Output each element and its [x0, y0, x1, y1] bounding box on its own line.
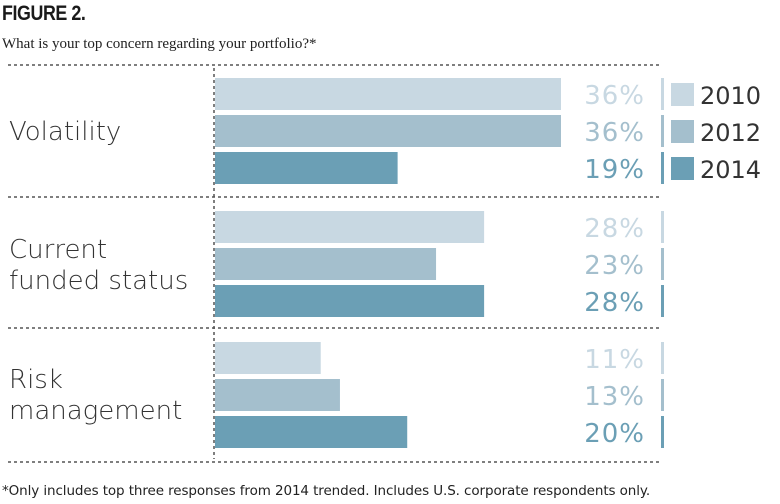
bar-2012	[215, 379, 340, 411]
bar-2010	[215, 78, 561, 110]
value-tick	[661, 152, 664, 184]
data-label: 36%	[584, 81, 645, 111]
bar-2012	[215, 248, 437, 280]
data-label: 20%	[584, 419, 645, 449]
legend-swatch-2014	[671, 157, 694, 180]
bar-2014	[215, 416, 408, 448]
legend-label: 2012	[700, 119, 761, 147]
value-tick	[661, 115, 664, 147]
value-tick	[661, 248, 664, 280]
data-label: 19%	[584, 155, 645, 185]
data-label: 13%	[584, 382, 645, 412]
chart-subtitle: What is your top concern regarding your …	[2, 36, 317, 52]
bar-2014	[215, 152, 398, 184]
category-label-line: Volatility	[9, 117, 121, 147]
category-label: Risk management	[9, 365, 182, 426]
data-label: 28%	[584, 214, 645, 244]
value-tick	[661, 78, 664, 110]
category-label-line: Risk	[9, 365, 63, 395]
category-label-line: funded status	[9, 266, 188, 296]
bar-2014	[215, 285, 485, 317]
data-label: 36%	[584, 118, 645, 148]
legend-label: 2010	[700, 82, 761, 110]
legend-swatch-2010	[671, 83, 694, 106]
value-tick	[661, 416, 664, 448]
legend-label: 2014	[700, 156, 761, 184]
footnote: *Only includes top three responses from …	[2, 483, 651, 499]
category-label-line: Current	[9, 235, 107, 265]
bar-2010	[215, 211, 485, 243]
bar-2012	[215, 115, 561, 147]
legend-swatch-2012	[671, 120, 694, 143]
category-label: Volatility	[9, 117, 121, 147]
data-label: 11%	[584, 345, 645, 375]
category-label: Current funded status	[9, 235, 188, 296]
value-tick	[661, 285, 664, 317]
category-label-line: management	[9, 396, 182, 426]
value-tick	[661, 211, 664, 243]
bar-2010	[215, 342, 321, 374]
figure-label: FIGURE 2.	[2, 2, 86, 25]
value-tick	[661, 342, 664, 374]
value-tick	[661, 379, 664, 411]
data-label: 23%	[584, 251, 645, 281]
data-label: 28%	[584, 288, 645, 318]
